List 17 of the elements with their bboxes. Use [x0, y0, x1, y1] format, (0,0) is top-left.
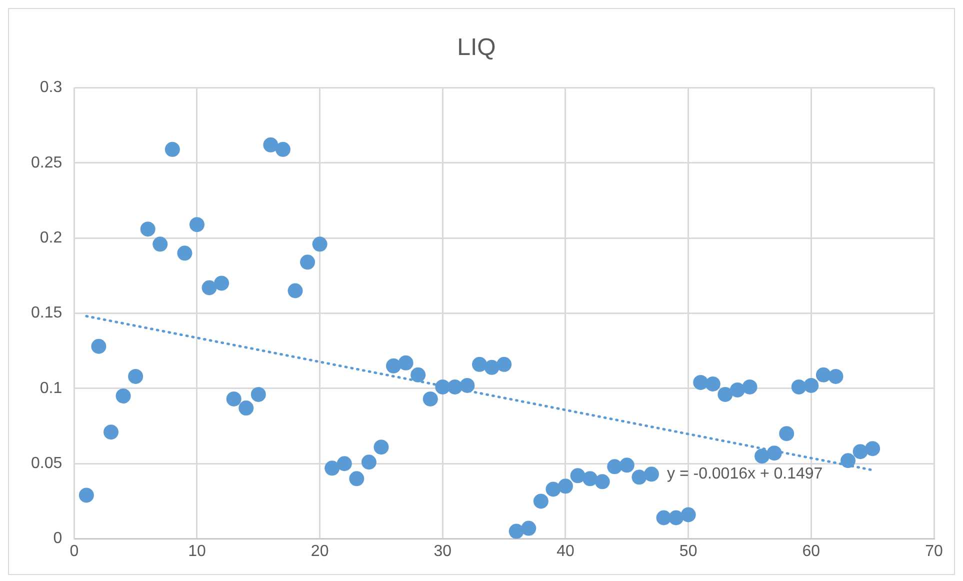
x-tick-label: 10 [188, 542, 206, 560]
x-tick-label: 60 [802, 542, 820, 560]
x-tick-label: 0 [70, 542, 79, 560]
y-tick-label: 0.1 [40, 380, 62, 397]
chart-title: LIQ [457, 34, 496, 62]
y-tick-label: 0 [53, 530, 62, 548]
x-tick-label: 50 [679, 542, 698, 560]
annotation: y = -0.0016x + 0.1497 [666, 466, 823, 483]
y-tick-label: 0.15 [31, 304, 62, 322]
y-tick-label: 0.25 [31, 154, 62, 172]
x-tick-label: 30 [434, 542, 452, 560]
y-tick-label: 0.2 [40, 230, 62, 247]
y-tick-label: 0.3 [40, 79, 62, 96]
x-tick-label: 40 [556, 542, 574, 560]
y-tick-label: 0.05 [31, 455, 62, 472]
x-tick-label: 70 [925, 542, 943, 560]
x-tick-label: 20 [310, 542, 329, 560]
